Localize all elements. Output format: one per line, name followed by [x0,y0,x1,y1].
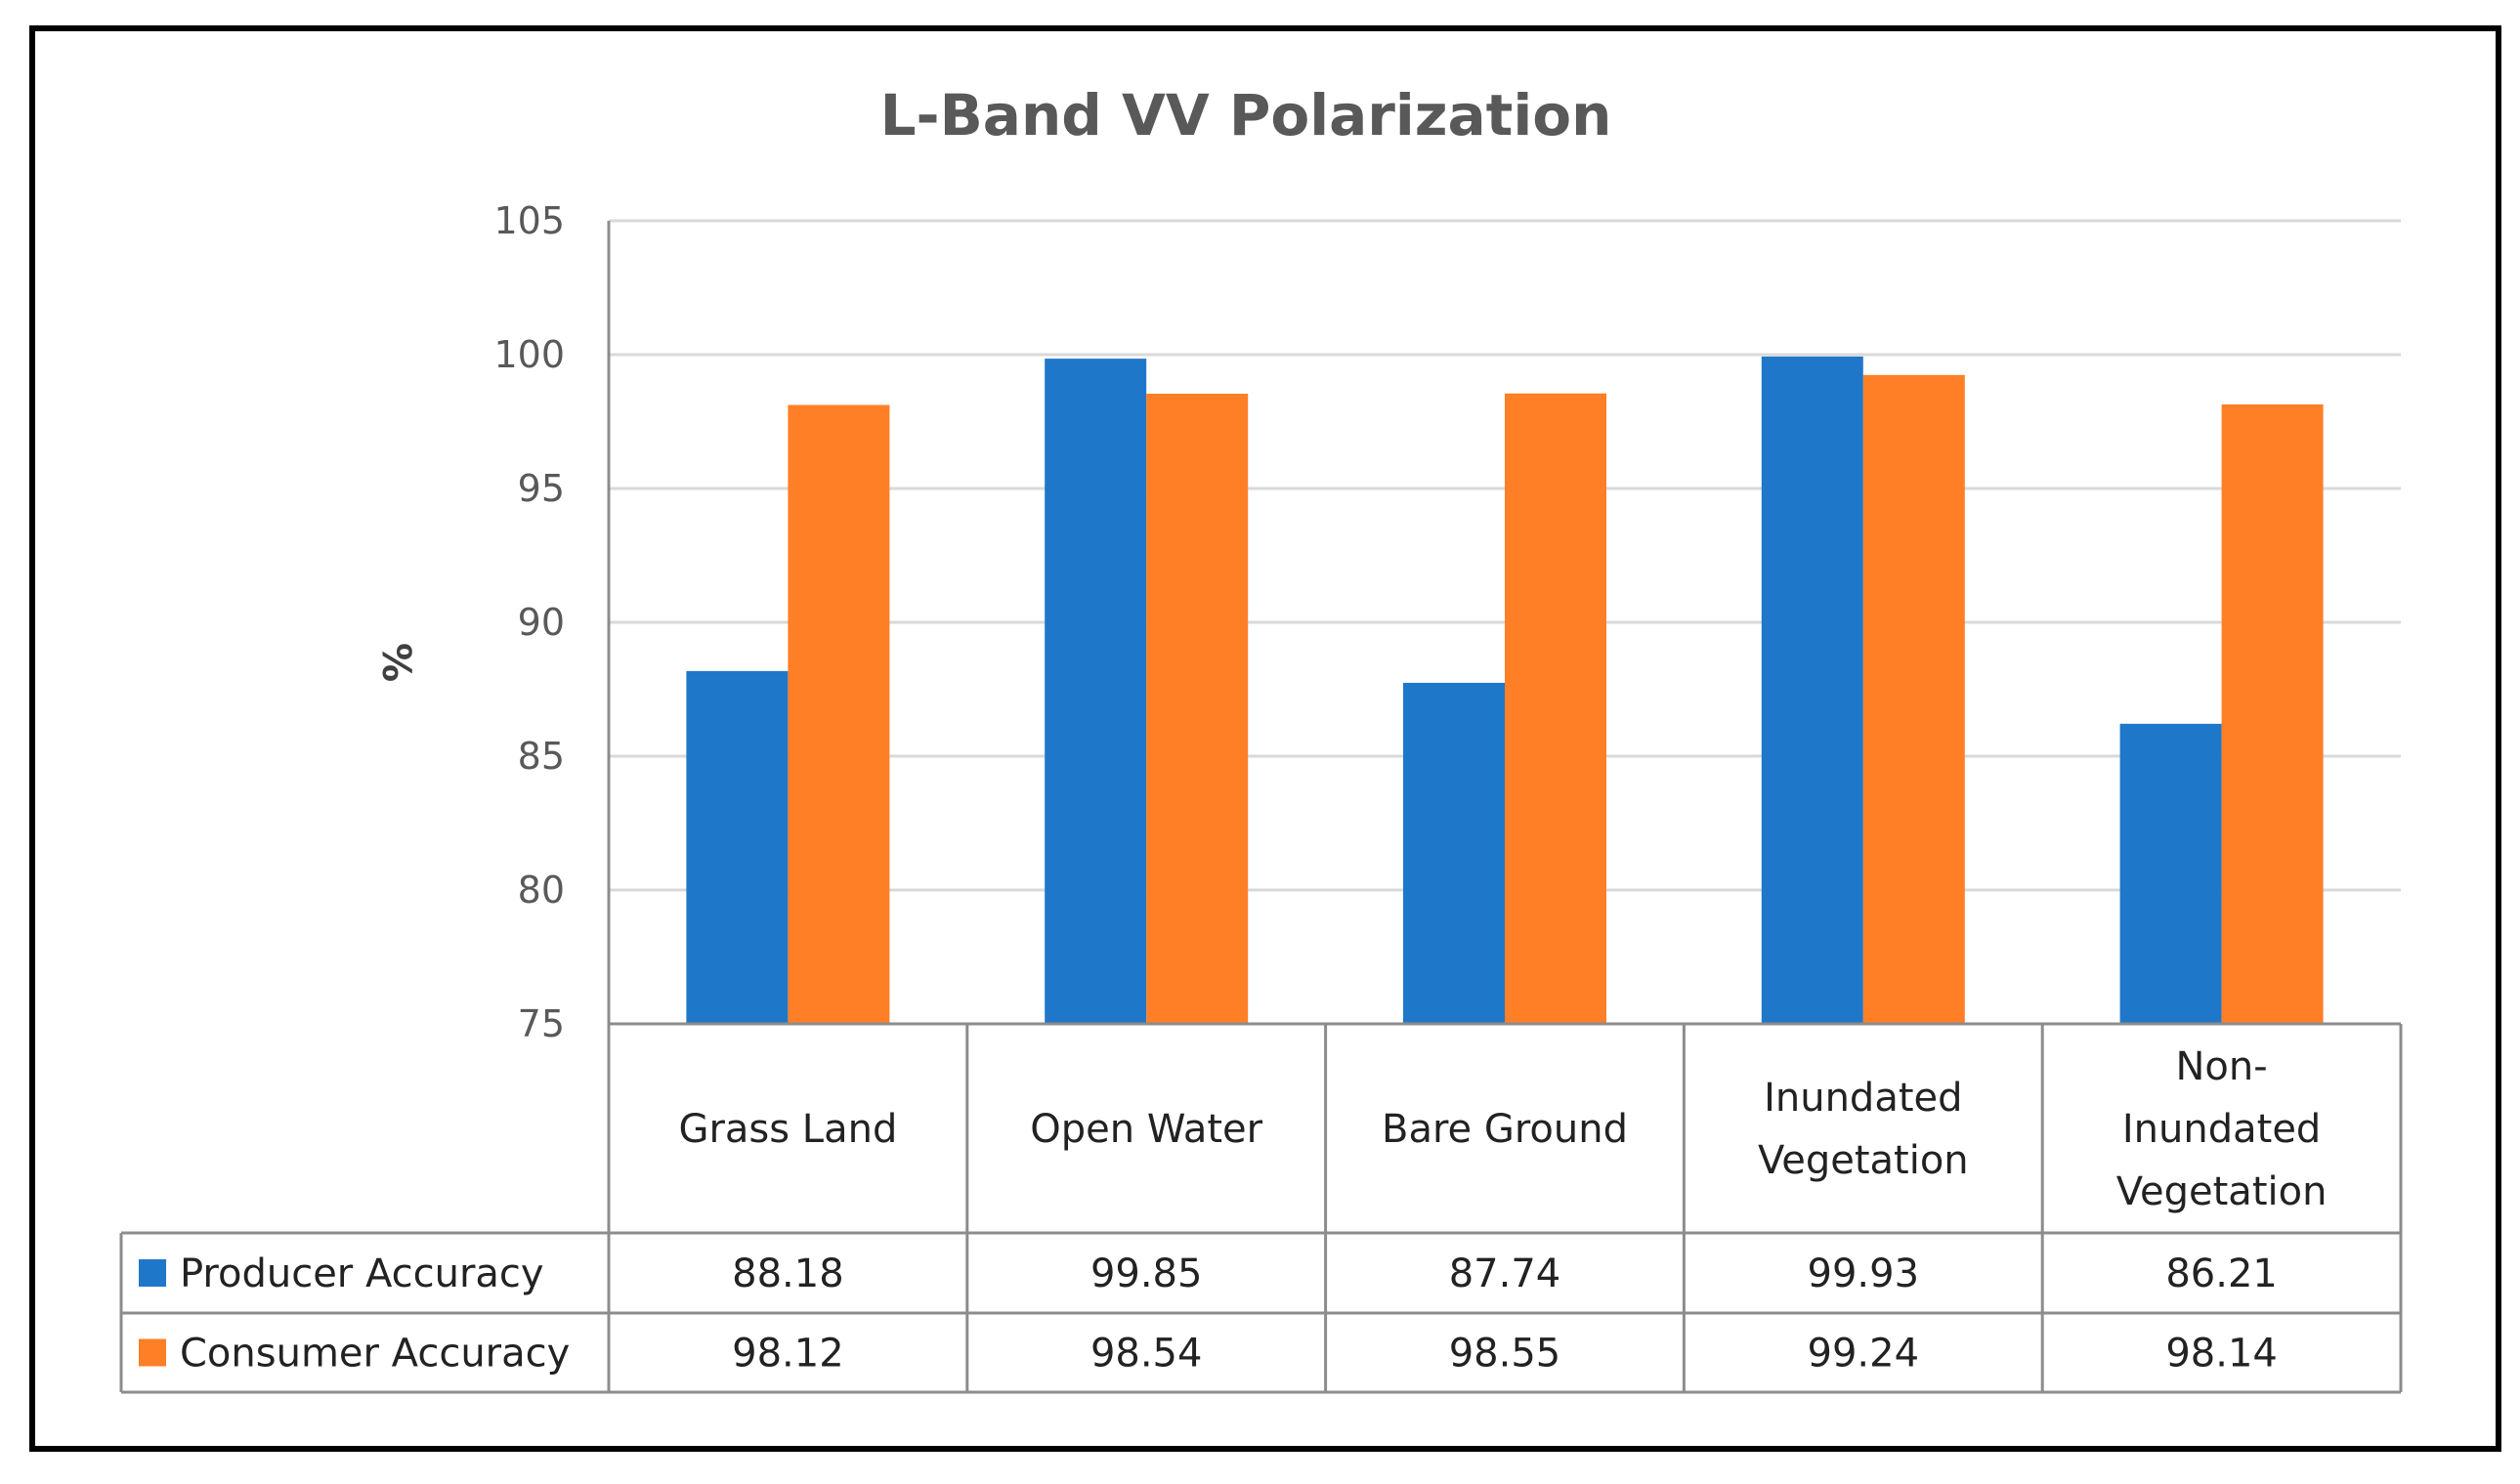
table-value: 87.74 [1449,1251,1561,1296]
y-tick-label: 100 [493,333,565,376]
table-value: 88.18 [732,1251,844,1296]
bar-producer [1403,682,1505,1024]
category-label: Vegetation [1758,1138,1969,1183]
chart-frame [29,25,2501,1452]
y-tick-label: 75 [518,1002,565,1045]
category-label: Bare Ground [1382,1107,1628,1152]
table-value: 98.12 [732,1332,844,1377]
y-axis-label: % [373,643,418,682]
legend-label: Consumer Accuracy [180,1332,570,1377]
legend-swatch [139,1338,166,1367]
bar-consumer [2221,403,2324,1024]
bar-consumer [788,404,890,1025]
category-label: Vegetation [2116,1169,2328,1214]
category-label: Open Water [1030,1107,1262,1152]
table-value: 86.21 [2165,1251,2278,1296]
bar-consumer [1862,374,1965,1025]
category-label: Inundated [2122,1107,2321,1152]
table-value: 98.14 [2165,1332,2278,1377]
table-value: 99.85 [1090,1251,1203,1296]
bars [686,356,2324,1025]
y-tick-label: 90 [518,601,565,644]
legend-swatch [139,1259,166,1287]
category-label: Non- [2176,1044,2268,1089]
bar-producer [1045,359,1147,1024]
category-label: Inundated [1764,1076,1962,1121]
y-tick-label: 95 [518,467,565,510]
table-value: 98.54 [1090,1332,1203,1377]
table-value: 98.55 [1449,1332,1561,1377]
bar-producer [1761,356,1863,1025]
category-label: Grass Land [678,1107,897,1152]
table-value: 99.24 [1808,1332,1920,1377]
y-tick-label: 105 [493,199,565,242]
bar-consumer [1146,394,1249,1024]
bar-producer [686,670,789,1024]
y-axis-ticks: 105 100 95 90 85 80 75 [493,199,565,1045]
table-value: 99.93 [1808,1251,1920,1296]
y-tick-label: 85 [518,735,565,778]
bar-producer [2119,723,2222,1024]
chart-title: L-Band VV Polarization [880,82,1612,148]
data-table: Grass Land Open Water Bare Ground Inundated… [119,1022,2403,1394]
bar-consumer [1505,393,1606,1025]
y-tick-label: 80 [518,869,565,912]
legend-label: Producer Accuracy [180,1251,544,1296]
